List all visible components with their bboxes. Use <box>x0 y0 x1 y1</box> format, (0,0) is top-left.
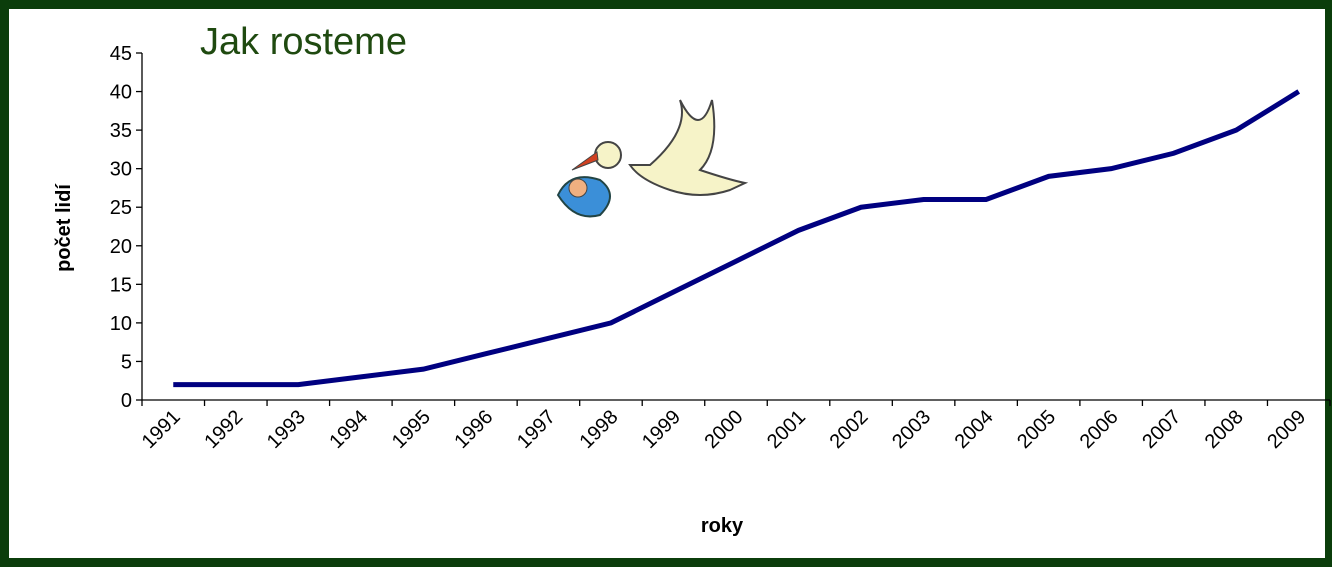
y-tick-label: 10 <box>110 313 132 335</box>
y-tick-label: 35 <box>110 120 132 142</box>
y-tick-label: 25 <box>110 197 132 219</box>
x-axis-label: roky <box>701 515 744 537</box>
y-tick-label: 45 <box>110 43 132 65</box>
chart-title: Jak rosteme <box>200 21 407 63</box>
y-tick-label: 30 <box>110 159 132 181</box>
y-tick-label: 40 <box>110 82 132 104</box>
y-axis-label: počet lidí <box>53 183 75 272</box>
plot-panel <box>9 9 1325 558</box>
data-line <box>173 89 1301 388</box>
y-tick-label: 5 <box>121 351 132 373</box>
y-tick-label: 15 <box>110 274 132 296</box>
y-tick-label: 20 <box>110 236 132 258</box>
stork-illustration <box>545 99 755 260</box>
y-tick-label: 0 <box>121 390 132 412</box>
